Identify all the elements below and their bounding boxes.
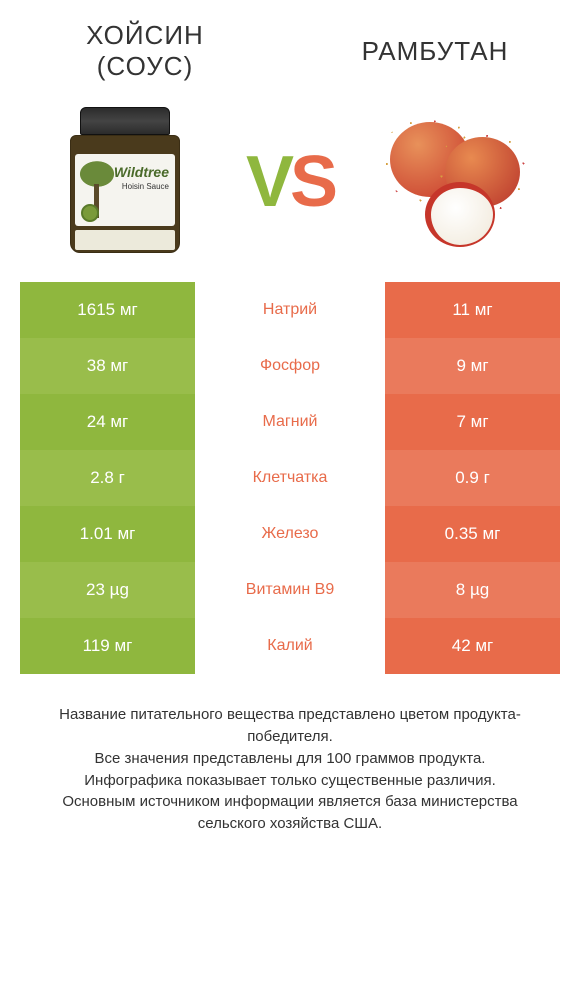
- footer-line4: Основным источником информации является …: [30, 791, 550, 835]
- vs-cell: VS: [230, 141, 350, 223]
- right-value: 11 мг: [385, 282, 560, 338]
- right-value: 9 мг: [385, 338, 560, 394]
- hoisin-jar-icon: Wildtree Hoisin Sauce: [65, 107, 185, 257]
- right-value: 7 мг: [385, 394, 560, 450]
- vs-v: V: [246, 142, 290, 222]
- right-value: 0.9 г: [385, 450, 560, 506]
- header-left-line2: (соус): [97, 51, 193, 81]
- header: Хойсин (соус) Рамбутан: [0, 0, 580, 92]
- table-row: 2.8 гКлетчатка0.9 г: [20, 450, 560, 506]
- nutrition-table: 1615 мгНатрий11 мг38 мгФосфор9 мг24 мгМа…: [20, 282, 560, 674]
- jar-brand: Wildtree: [114, 164, 169, 180]
- nutrient-label: Витамин B9: [195, 562, 385, 618]
- left-value: 1615 мг: [20, 282, 195, 338]
- left-image-cell: Wildtree Hoisin Sauce: [20, 107, 230, 257]
- table-row: 38 мгФосфор9 мг: [20, 338, 560, 394]
- right-value: 42 мг: [385, 618, 560, 674]
- header-left-line1: Хойсин: [86, 20, 204, 50]
- nutrient-label: Железо: [195, 506, 385, 562]
- jar-sub: Hoisin Sauce: [122, 182, 169, 191]
- nutrient-label: Клетчатка: [195, 450, 385, 506]
- table-row: 119 мгКалий42 мг: [20, 618, 560, 674]
- vs-s: S: [290, 142, 334, 222]
- left-value: 2.8 г: [20, 450, 195, 506]
- left-value: 23 µg: [20, 562, 195, 618]
- left-value: 1.01 мг: [20, 506, 195, 562]
- footer-line3: Инфографика показывает только существенн…: [30, 770, 550, 792]
- table-row: 1.01 мгЖелезо0.35 мг: [20, 506, 560, 562]
- table-row: 23 µgВитамин B98 µg: [20, 562, 560, 618]
- footer-line1: Название питательного вещества представл…: [30, 704, 550, 748]
- table-row: 1615 мгНатрий11 мг: [20, 282, 560, 338]
- left-value: 24 мг: [20, 394, 195, 450]
- footer-line2: Все значения представлены для 100 граммо…: [30, 748, 550, 770]
- header-right-text: Рамбутан: [362, 36, 509, 67]
- footer: Название питательного вещества представл…: [0, 674, 580, 835]
- rambutan-icon: [370, 112, 540, 252]
- header-left: Хойсин (соус): [0, 20, 290, 82]
- images-row: Wildtree Hoisin Sauce VS: [0, 92, 580, 282]
- table-row: 24 мгМагний7 мг: [20, 394, 560, 450]
- right-image-cell: [350, 112, 560, 252]
- header-right: Рамбутан: [290, 20, 580, 82]
- nutrient-label: Калий: [195, 618, 385, 674]
- nutrient-label: Натрий: [195, 282, 385, 338]
- right-value: 8 µg: [385, 562, 560, 618]
- left-value: 119 мг: [20, 618, 195, 674]
- nutrient-label: Магний: [195, 394, 385, 450]
- nutrient-label: Фосфор: [195, 338, 385, 394]
- right-value: 0.35 мг: [385, 506, 560, 562]
- left-value: 38 мг: [20, 338, 195, 394]
